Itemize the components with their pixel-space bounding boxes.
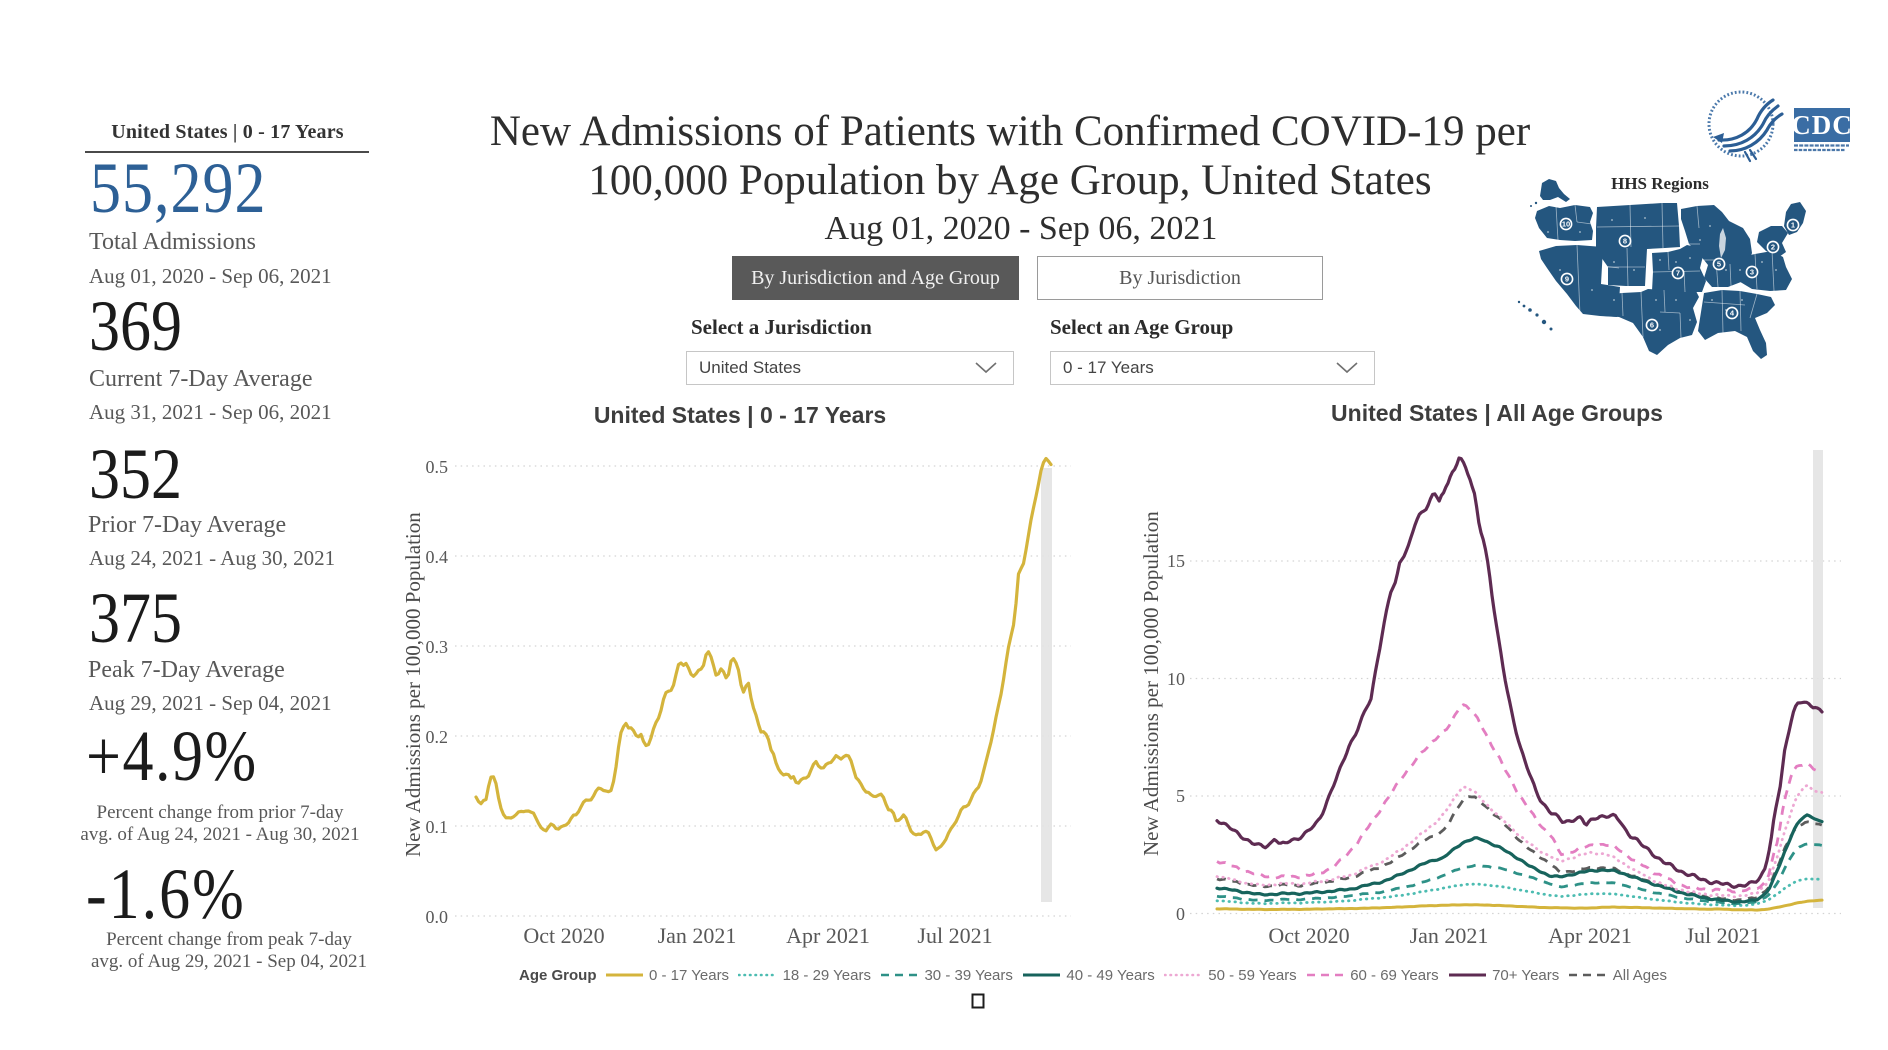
svg-text:2: 2 [1771,243,1775,252]
svg-text:6: 6 [1650,321,1654,330]
svg-text:4: 4 [1730,309,1735,318]
svg-text:9: 9 [1565,275,1569,284]
svg-text:8: 8 [1623,237,1627,246]
svg-text:10: 10 [1562,220,1570,229]
svg-text:5: 5 [1717,260,1721,269]
svg-text:1: 1 [1791,221,1795,230]
svg-text:3: 3 [1750,268,1754,277]
svg-text:CDC: CDC [1791,110,1853,140]
svg-text:7: 7 [1676,269,1680,278]
